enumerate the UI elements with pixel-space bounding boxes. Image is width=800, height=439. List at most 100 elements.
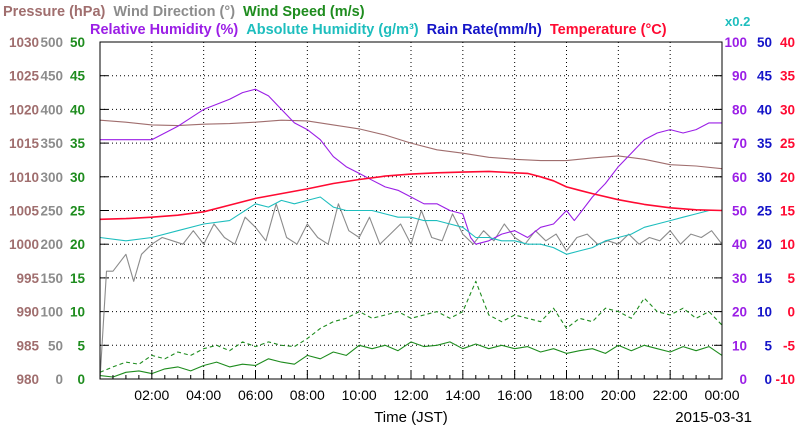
legend-item-6: Temperature (°C) <box>550 22 667 38</box>
series-wind_gust <box>99 280 723 373</box>
legend-item-5: Rain Rate(mm/h) <box>427 22 542 38</box>
left-tick-wind_speed: 40 <box>70 102 85 117</box>
x-axis-label: Time (JST) <box>374 409 448 426</box>
left-tick-wind_direction: 150 <box>40 271 63 286</box>
left-tick-wind_direction: 0 <box>55 372 63 387</box>
series-rel_humidity <box>100 88 722 245</box>
left-tick-wind_speed: 30 <box>70 170 85 185</box>
x-tick-label: 02:00 <box>134 387 169 403</box>
left-tick-wind_speed: 35 <box>70 136 86 151</box>
x-tick-label: 22:00 <box>653 387 688 403</box>
x-tick-label: 06:00 <box>238 387 273 403</box>
left-tick-wind_speed: 10 <box>70 305 85 320</box>
right-tick-temperature: 30 <box>780 102 795 117</box>
left-tick-wind_direction: 450 <box>40 69 63 84</box>
x-axis: 02:00 04:00 06:00 08:00 10:00 12:00 14:00 16:00… <box>99 370 740 403</box>
right-tick-rain_rate: 10 <box>757 305 772 320</box>
right-tick-rain_rate: 15 <box>757 271 773 286</box>
left-tick-wind_speed: 50 <box>70 35 85 50</box>
left-tick-wind_direction: 400 <box>40 102 63 117</box>
legend-item-0: Pressure (hPa) <box>3 4 106 20</box>
left-tick-pressure: 995 <box>16 271 39 286</box>
series-temperature <box>99 170 723 221</box>
left-tick-pressure: 1025 <box>9 69 40 84</box>
x-tick-label: 04:00 <box>186 387 221 403</box>
left-tick-pressure: 1010 <box>9 170 39 185</box>
left-tick-wind_direction: 250 <box>40 204 63 219</box>
series-wind_speed <box>99 341 723 378</box>
right-tick-temperature: 35 <box>780 69 796 84</box>
right-tick-temperature: 0 <box>787 305 795 320</box>
x-tick-label: 10:00 <box>342 387 377 403</box>
right-tick-temperature: 15 <box>780 204 796 219</box>
left-tick-wind_speed: 45 <box>70 69 86 84</box>
x-tick-label: 00:00 <box>704 387 739 403</box>
right-tick-rain_rate: 40 <box>757 102 772 117</box>
legend-item-7: x0.2 <box>725 14 750 29</box>
right-tick-humidity: 60 <box>732 170 747 185</box>
x-tick-label: 12:00 <box>393 387 428 403</box>
right-tick-rain_rate: 50 <box>757 35 772 50</box>
series-abs_humidity <box>99 196 722 255</box>
right-tick-rain_rate: 20 <box>757 237 772 252</box>
right-tick-temperature: 5 <box>787 271 795 286</box>
right-tick-humidity: 100 <box>724 35 747 50</box>
left-tick-pressure: 980 <box>16 372 39 387</box>
left-tick-pressure: 1020 <box>9 102 39 117</box>
right-tick-temperature: 20 <box>780 170 795 185</box>
left-tick-pressure: 1000 <box>9 237 39 252</box>
x-tick-label: 08:00 <box>290 387 325 403</box>
right-tick-rain_rate: 30 <box>757 170 772 185</box>
left-tick-wind_direction: 200 <box>40 237 63 252</box>
left-axes: 9809859909951000100510101015102010251030… <box>9 35 86 387</box>
left-tick-wind_speed: 0 <box>77 372 85 387</box>
right-tick-rain_rate: 0 <box>764 372 772 387</box>
left-tick-wind_direction: 500 <box>40 35 63 50</box>
left-tick-pressure: 990 <box>16 305 39 320</box>
legend-item-2: Wind Speed (m/s) <box>243 4 365 20</box>
right-tick-temperature: 40 <box>780 35 795 50</box>
left-tick-wind_speed: 20 <box>70 237 85 252</box>
legend-item-4: Absolute Humidity (g/m³) <box>246 22 419 38</box>
legend-item-3: Relative Humidity (%) <box>90 22 238 38</box>
right-axes: 0102030405060708090100051015202530354045… <box>724 35 795 387</box>
series-pressure <box>99 119 723 170</box>
chart-title-legend: Pressure (hPa) Wind Direction (°) Wind Spe… <box>3 4 750 38</box>
right-tick-temperature: -10 <box>775 372 795 387</box>
right-tick-temperature: -5 <box>783 338 795 353</box>
left-tick-wind_direction: 50 <box>48 338 63 353</box>
right-tick-humidity: 0 <box>739 372 747 387</box>
right-tick-temperature: 25 <box>780 136 796 151</box>
right-tick-rain_rate: 35 <box>757 136 773 151</box>
left-tick-pressure: 1005 <box>9 204 40 219</box>
right-tick-humidity: 70 <box>732 136 747 151</box>
left-tick-wind_speed: 15 <box>70 271 86 286</box>
right-tick-humidity: 30 <box>732 271 747 286</box>
chart-date: 2015-03-31 <box>675 409 752 426</box>
right-tick-humidity: 40 <box>732 237 747 252</box>
right-tick-temperature: 10 <box>780 237 795 252</box>
x-tick-label: 20:00 <box>601 387 636 403</box>
left-tick-pressure: 985 <box>16 338 39 353</box>
left-tick-wind_speed: 25 <box>70 204 86 219</box>
legend-item-1: Wind Direction (°) <box>113 4 235 20</box>
left-tick-wind_direction: 100 <box>40 305 63 320</box>
left-tick-wind_direction: 350 <box>40 136 63 151</box>
right-tick-rain_rate: 5 <box>764 338 772 353</box>
grid <box>100 41 722 380</box>
series-wind_direction <box>99 203 723 380</box>
right-tick-humidity: 80 <box>732 102 747 117</box>
left-tick-pressure: 1030 <box>9 35 39 50</box>
right-tick-rain_rate: 45 <box>757 69 773 84</box>
right-tick-humidity: 50 <box>732 204 747 219</box>
right-tick-rain_rate: 25 <box>757 204 773 219</box>
x-tick-label: 18:00 <box>549 387 584 403</box>
left-tick-wind_direction: 300 <box>40 170 63 185</box>
x-tick-label: 14:00 <box>445 387 480 403</box>
right-tick-humidity: 90 <box>732 69 747 84</box>
right-tick-humidity: 20 <box>732 305 747 320</box>
x-tick-label: 16:00 <box>497 387 532 403</box>
left-tick-wind_speed: 5 <box>77 338 85 353</box>
right-tick-humidity: 10 <box>732 338 747 353</box>
